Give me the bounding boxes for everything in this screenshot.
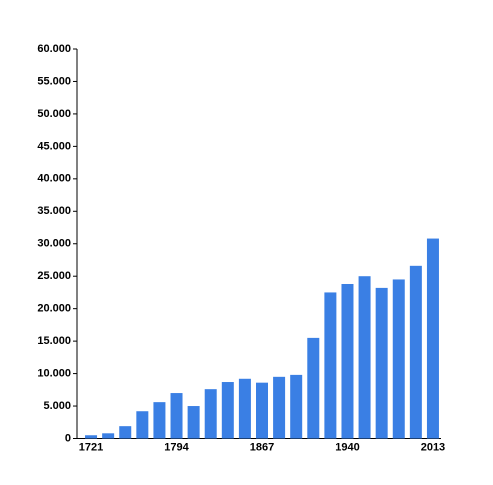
bar xyxy=(358,276,371,439)
bar xyxy=(273,376,286,439)
bar xyxy=(221,382,234,439)
bar xyxy=(204,389,217,439)
bar xyxy=(187,406,200,439)
bar xyxy=(290,374,303,439)
y-tick-label: 0 xyxy=(65,432,71,444)
x-tick-label: 1794 xyxy=(164,441,189,453)
x-tick-label: 1867 xyxy=(250,441,274,453)
bar xyxy=(392,279,405,439)
y-tick-label: 50.000 xyxy=(37,108,71,120)
y-tick-label: 10.000 xyxy=(37,367,71,379)
bar xyxy=(409,265,422,439)
bar xyxy=(375,287,388,439)
bar xyxy=(426,238,439,439)
bar xyxy=(341,283,354,439)
y-tick-label: 35.000 xyxy=(37,205,71,217)
y-tick-label: 45.000 xyxy=(37,140,71,152)
bar xyxy=(307,337,320,439)
bar xyxy=(153,402,166,439)
y-tick-label: 15.000 xyxy=(37,335,71,347)
y-tick-label: 55.000 xyxy=(37,75,71,87)
y-tick-label: 30.000 xyxy=(37,238,71,250)
bar xyxy=(119,426,132,439)
x-tick-label: 1940 xyxy=(335,441,359,453)
bar xyxy=(170,393,183,439)
bar xyxy=(85,435,98,439)
bar xyxy=(256,382,268,439)
bar xyxy=(238,378,251,439)
bar xyxy=(324,292,337,439)
bar xyxy=(102,433,115,439)
x-tick-label: 2013 xyxy=(421,441,445,453)
y-tick-label: 25.000 xyxy=(37,270,71,282)
y-tick-label: 20.000 xyxy=(37,303,71,315)
y-tick-label: 60.000 xyxy=(37,43,71,55)
y-tick-label: 40.000 xyxy=(37,173,71,185)
y-tick-label: 5.000 xyxy=(43,400,71,412)
bar xyxy=(136,411,149,439)
x-tick-label: 1721 xyxy=(79,441,103,453)
